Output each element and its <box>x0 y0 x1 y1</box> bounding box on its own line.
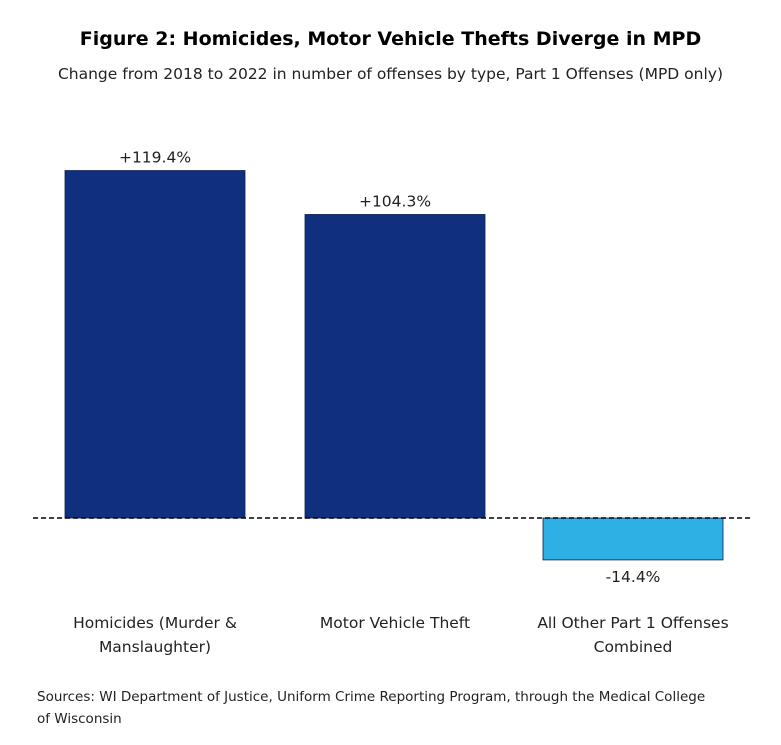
bar-homicides <box>64 170 246 519</box>
category-label-homicides: Homicides (Murder & Manslaughter) <box>73 614 237 656</box>
bar-motor-vehicle-theft <box>304 214 486 519</box>
value-label-motor-vehicle-theft: +104.3% <box>359 192 431 210</box>
chart-title: Figure 2: Homicides, Motor Vehicle Theft… <box>79 28 702 50</box>
value-labels-group: +119.4% +104.3% -14.4% <box>119 149 660 586</box>
value-label-homicides: +119.4% <box>119 149 191 167</box>
chart-subtitle: Change from 2018 to 2022 in number of of… <box>57 65 724 83</box>
bar-all-other-offenses <box>542 517 724 561</box>
value-label-all-other-offenses: -14.4% <box>606 568 661 586</box>
category-label-motor-vehicle-theft: Motor Vehicle Theft <box>319 614 471 632</box>
source-note: Sources: WI Department of Justice, Unifo… <box>37 689 706 727</box>
bar-chart: +119.4% +104.3% -14.4% <box>33 149 752 586</box>
category-label-all-other-offenses: All Other Part 1 Offenses Combined <box>537 614 729 656</box>
bars-group <box>64 170 724 561</box>
